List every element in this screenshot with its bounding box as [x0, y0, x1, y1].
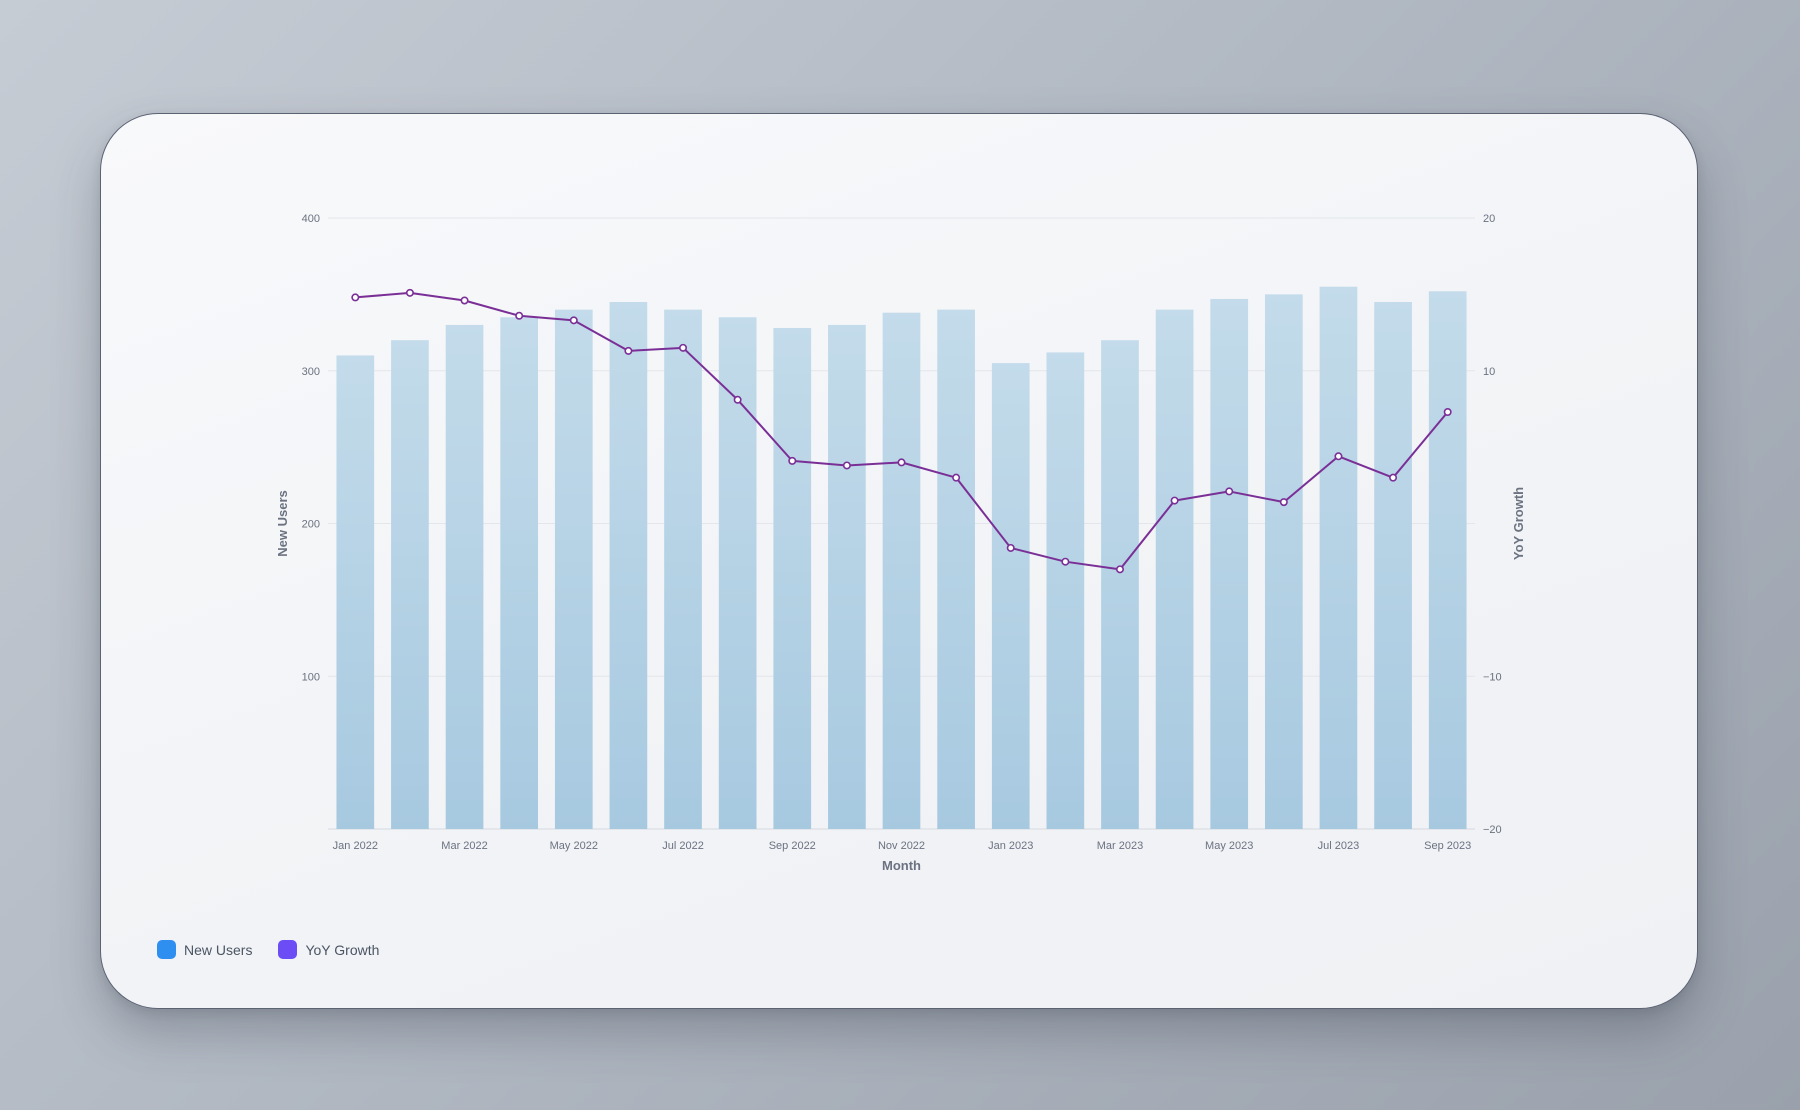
x-tick-4: May 2022 — [550, 840, 598, 852]
bar-new-users-19[interactable] — [1374, 302, 1412, 829]
bar-new-users-1[interactable] — [391, 340, 429, 829]
left-tick-400: 400 — [302, 213, 320, 225]
bar-new-users-12[interactable] — [991, 363, 1030, 829]
point-yoy-growth-14[interactable] — [1115, 565, 1124, 574]
bar-new-users-17[interactable] — [1264, 294, 1303, 829]
legend: New Users YoY Growth — [157, 940, 379, 959]
legend-label-yoy-growth: YoY Growth — [305, 941, 380, 958]
x-tick-10: Nov 2022 — [878, 840, 925, 852]
bar-new-users-3[interactable] — [500, 317, 539, 829]
left-tick-100: 100 — [302, 671, 320, 683]
x-tick-20: Sep 2023 — [1424, 840, 1471, 852]
right-axis-title: YoY Growth — [1511, 487, 1526, 560]
point-yoy-growth-8[interactable] — [788, 456, 797, 465]
bar-new-users-11[interactable] — [937, 309, 975, 829]
bar-new-users-5[interactable] — [609, 302, 648, 829]
legend-label-new-users: New Users — [184, 941, 253, 958]
legend-item-new-users[interactable]: New Users — [157, 940, 252, 959]
point-yoy-growth-2[interactable] — [460, 296, 469, 305]
bar-new-users-6[interactable] — [664, 309, 702, 829]
line-series-yoy-growth — [351, 288, 1452, 574]
bar-new-users-16[interactable] — [1210, 298, 1249, 829]
x-tick-6: Jul 2022 — [662, 840, 704, 852]
x-axis-title: Month — [882, 858, 921, 873]
point-yoy-growth-7[interactable] — [733, 395, 742, 404]
point-yoy-growth-0[interactable] — [351, 293, 360, 302]
bar-new-users-0[interactable] — [336, 355, 375, 829]
point-yoy-growth-3[interactable] — [515, 311, 524, 320]
bar-new-users-15[interactable] — [1155, 309, 1194, 829]
left-axis-ticks: 100 200 300 400 — [302, 213, 320, 683]
x-tick-8: Sep 2022 — [769, 840, 816, 852]
x-tick-2: Mar 2022 — [441, 840, 487, 852]
bar-new-users-8[interactable] — [773, 327, 812, 829]
bar-new-users-18[interactable] — [1319, 286, 1358, 829]
x-tick-0: Jan 2022 — [333, 840, 378, 852]
point-yoy-growth-1[interactable] — [405, 288, 414, 297]
bar-new-users-13[interactable] — [1046, 352, 1085, 829]
point-yoy-growth-5[interactable] — [624, 346, 633, 355]
point-yoy-growth-9[interactable] — [842, 461, 851, 470]
bar-new-users-4[interactable] — [554, 309, 593, 829]
point-yoy-growth-16[interactable] — [1225, 487, 1234, 496]
x-tick-12: Jan 2023 — [988, 840, 1033, 852]
bar-new-users-20[interactable] — [1428, 291, 1467, 829]
x-tick-18: Jul 2023 — [1318, 840, 1360, 852]
x-axis-ticks: Jan 2022 Mar 2022 May 2022 Jul 2022 Sep 2022… — [333, 840, 1472, 852]
bar-new-users-7[interactable] — [718, 317, 757, 829]
point-yoy-growth-10[interactable] — [897, 458, 906, 467]
right-tick-10: 10 — [1483, 366, 1495, 378]
right-tick--20: −20 — [1483, 824, 1502, 836]
x-tick-16: May 2023 — [1205, 840, 1253, 852]
point-yoy-growth-20[interactable] — [1443, 407, 1452, 416]
bar-new-users-10[interactable] — [882, 312, 921, 830]
point-yoy-growth-15[interactable] — [1170, 496, 1179, 505]
point-yoy-growth-6[interactable] — [679, 343, 688, 352]
bar-new-users-2[interactable] — [445, 324, 484, 829]
point-yoy-growth-4[interactable] — [569, 316, 578, 325]
point-yoy-growth-18[interactable] — [1334, 452, 1343, 461]
left-tick-300: 300 — [302, 366, 320, 378]
right-axis-ticks: −20 −10 10 20 — [1483, 213, 1502, 836]
bar-series-new-users — [336, 286, 1467, 830]
point-yoy-growth-17[interactable] — [1279, 498, 1288, 507]
right-tick-20: 20 — [1483, 213, 1495, 225]
left-tick-200: 200 — [302, 519, 320, 531]
left-axis-title: New Users — [275, 490, 290, 556]
right-tick--10: −10 — [1483, 671, 1502, 683]
legend-swatch-yoy-growth — [278, 940, 298, 959]
x-tick-14: Mar 2023 — [1097, 840, 1143, 852]
point-yoy-growth-13[interactable] — [1061, 557, 1070, 566]
legend-item-yoy-growth[interactable]: YoY Growth — [278, 940, 379, 959]
bar-new-users-9[interactable] — [828, 324, 866, 829]
point-yoy-growth-11[interactable] — [952, 473, 961, 482]
point-yoy-growth-19[interactable] — [1389, 473, 1398, 482]
bar-new-users-14[interactable] — [1101, 340, 1139, 829]
legend-swatch-new-users — [157, 940, 176, 959]
point-yoy-growth-12[interactable] — [1006, 543, 1015, 552]
